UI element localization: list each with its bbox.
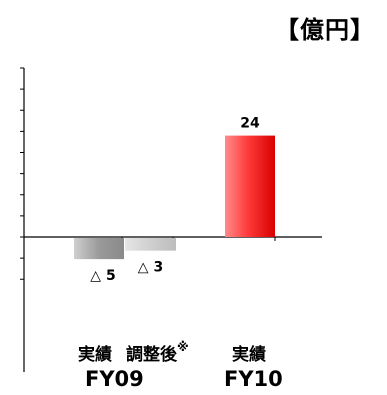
category-label-fy10-actual: 実績 xyxy=(232,340,266,365)
bar-fy09-adjusted xyxy=(125,238,176,251)
category-label-fy09-adjusted: 調整後※ xyxy=(126,340,189,365)
category-label-fy09-adjusted-text: 調整後 xyxy=(126,345,177,365)
data-label-fy09-actual: △ 5 xyxy=(90,268,115,284)
data-label-fy10-actual: 24 xyxy=(240,116,260,132)
bar-fy10-actual xyxy=(225,136,275,237)
footnote-mark: ※ xyxy=(177,340,189,354)
category-label-fy09-actual: 実績 xyxy=(78,340,112,365)
bar-fy09-actual xyxy=(74,238,124,259)
data-label-fy09-adjusted: △ 3 xyxy=(138,260,163,276)
period-label-fy09: FY09 xyxy=(85,367,144,391)
period-label-fy10: FY10 xyxy=(224,367,283,391)
